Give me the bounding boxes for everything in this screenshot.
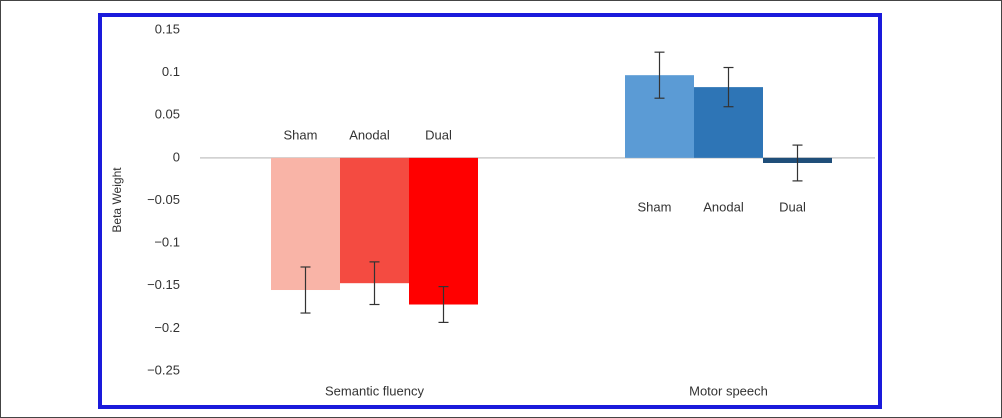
category-label: Semantic fluency: [325, 383, 424, 398]
series-label: Anodal: [349, 127, 390, 142]
series-label: Anodal: [703, 199, 744, 214]
category-label: Motor speech: [689, 383, 768, 398]
series-label: Dual: [425, 127, 452, 142]
y-axis-label: Beta Weight: [110, 167, 124, 233]
y-tick-label: 0: [173, 149, 180, 164]
y-tick-label: −0.05: [147, 192, 180, 207]
series-label: Sham: [638, 199, 672, 214]
blue-border: [98, 13, 882, 409]
y-tick-label: 0.1: [162, 64, 180, 79]
y-tick-label: −0.1: [154, 235, 180, 250]
bar: [409, 157, 478, 305]
series-label: Dual: [779, 199, 806, 214]
y-tick-label: −0.2: [154, 320, 180, 335]
series-label: Sham: [284, 127, 318, 142]
y-tick-label: −0.15: [147, 277, 180, 292]
y-tick-label: 0.15: [155, 21, 180, 36]
y-tick-label: −0.25: [147, 362, 180, 377]
y-tick-label: 0.05: [155, 107, 180, 122]
